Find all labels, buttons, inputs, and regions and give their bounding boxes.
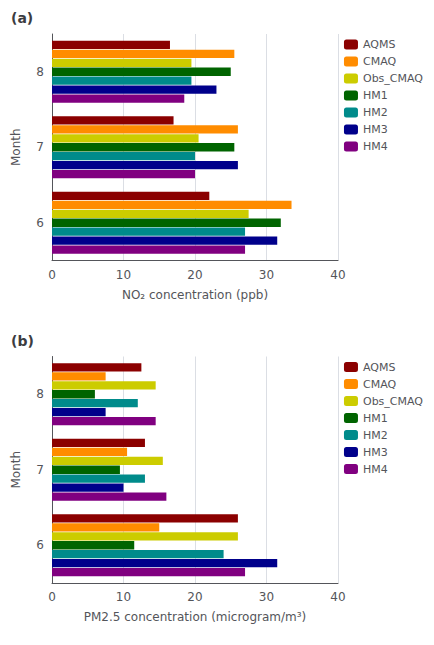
- svg-text:HM4: HM4: [363, 463, 388, 476]
- svg-text:NO₂ concentration (ppb): NO₂ concentration (ppb): [122, 288, 268, 302]
- svg-text:10: 10: [116, 590, 131, 604]
- svg-text:Obs_CMAQ: Obs_CMAQ: [363, 395, 423, 408]
- svg-text:(a): (a): [11, 10, 33, 26]
- svg-text:40: 40: [330, 590, 345, 604]
- svg-text:6: 6: [36, 216, 44, 230]
- svg-text:CMAQ: CMAQ: [363, 378, 397, 391]
- svg-text:(b): (b): [11, 333, 34, 349]
- svg-text:7: 7: [36, 463, 44, 477]
- svg-text:0: 0: [48, 590, 56, 604]
- svg-text:30: 30: [259, 268, 274, 282]
- svg-text:Obs_CMAQ: Obs_CMAQ: [363, 72, 423, 85]
- svg-text:8: 8: [36, 65, 44, 79]
- svg-text:0: 0: [48, 268, 56, 282]
- svg-text:7: 7: [36, 140, 44, 154]
- svg-text:HM3: HM3: [363, 123, 388, 136]
- svg-text:Month: Month: [9, 128, 23, 166]
- svg-text:10: 10: [116, 268, 131, 282]
- svg-text:40: 40: [330, 268, 345, 282]
- svg-text:HM2: HM2: [363, 106, 388, 119]
- svg-text:CMAQ: CMAQ: [363, 55, 397, 68]
- svg-text:HM1: HM1: [363, 412, 388, 425]
- svg-text:6: 6: [36, 538, 44, 552]
- svg-text:AQMS: AQMS: [363, 361, 395, 374]
- svg-text:20: 20: [187, 590, 202, 604]
- svg-text:20: 20: [187, 268, 202, 282]
- svg-text:HM3: HM3: [363, 446, 388, 459]
- svg-text:30: 30: [259, 590, 274, 604]
- svg-text:HM2: HM2: [363, 429, 388, 442]
- svg-text:HM1: HM1: [363, 89, 388, 102]
- svg-text:HM4: HM4: [363, 140, 388, 153]
- svg-text:8: 8: [36, 387, 44, 401]
- svg-text:Month: Month: [9, 451, 23, 489]
- svg-text:PM2.5 concentration (microgram: PM2.5 concentration (microgram/m³): [84, 610, 307, 624]
- svg-text:AQMS: AQMS: [363, 38, 395, 51]
